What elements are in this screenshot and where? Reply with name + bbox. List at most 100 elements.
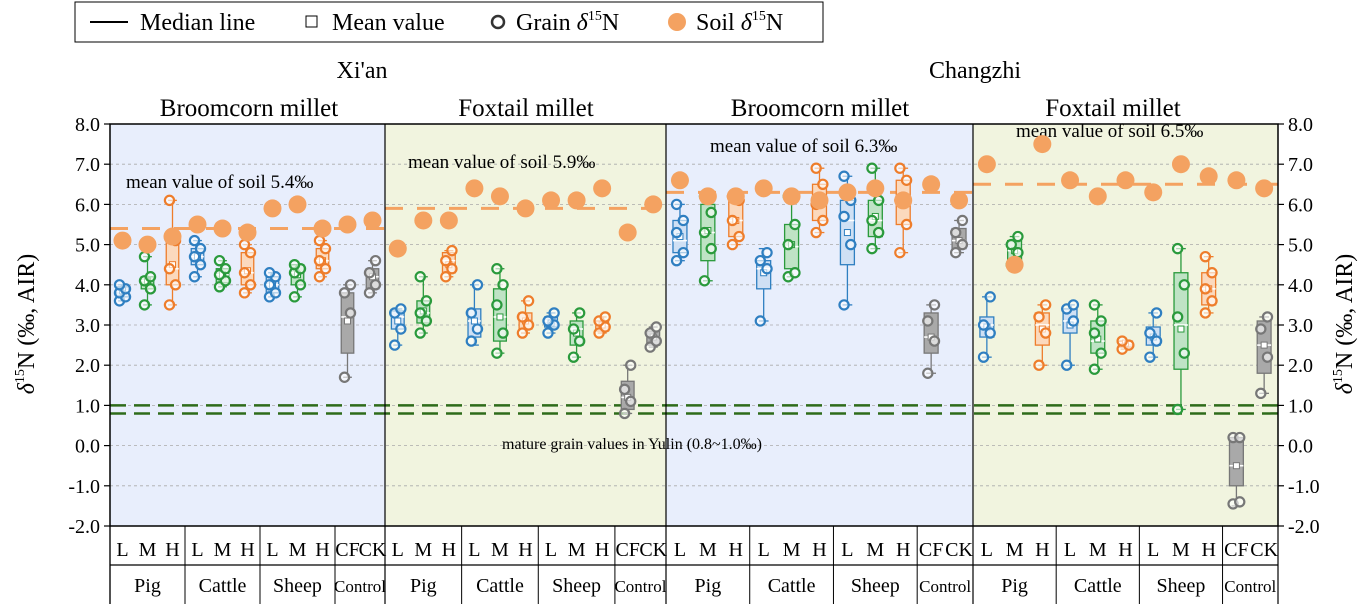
grain-point — [465, 307, 478, 319]
grain-point — [288, 259, 301, 271]
y-tick-label-left: 0.0 — [75, 436, 100, 458]
soil-point — [950, 191, 969, 210]
grain-point — [244, 246, 257, 259]
grain-point — [866, 242, 878, 255]
grain-point — [542, 327, 554, 339]
level-label: M — [414, 539, 432, 561]
group-label: Cattle — [476, 575, 524, 597]
grain-point — [491, 347, 503, 359]
grain-point — [389, 339, 401, 351]
grain-point — [344, 307, 357, 319]
soil-point — [1033, 135, 1052, 154]
legend-grain-label: Grain δ15N — [516, 9, 619, 36]
grain-point — [263, 279, 276, 291]
grain-point — [319, 242, 332, 255]
grain-point — [956, 214, 969, 227]
level-label: H — [729, 539, 743, 561]
soil-point — [1227, 171, 1246, 190]
level-label: L — [981, 539, 993, 561]
soil-point — [593, 179, 612, 198]
y-tick-label-right: 8.0 — [1288, 114, 1313, 136]
group-label: Cattle — [768, 575, 816, 597]
grain-point — [194, 242, 207, 255]
legend-median-label: Median line — [140, 10, 255, 36]
group-label: Cattle — [199, 575, 247, 597]
grain-point — [817, 178, 829, 190]
y-tick-label-left: 2.0 — [75, 355, 100, 377]
soil-point — [414, 211, 433, 230]
level-label: L — [191, 539, 203, 561]
grain-point — [1261, 351, 1274, 363]
grain-point — [900, 174, 913, 186]
level-label: H — [1118, 539, 1132, 561]
grain-point — [1261, 311, 1274, 323]
soil-point — [490, 187, 509, 206]
y-tick-label-left: 1.0 — [75, 395, 100, 417]
grain-point — [705, 206, 717, 219]
grain-point — [144, 271, 157, 283]
grain-point — [1199, 307, 1212, 319]
grain-point — [219, 263, 232, 275]
soil-point — [213, 219, 232, 238]
grain-point — [213, 254, 226, 267]
grain-point — [288, 291, 301, 303]
grain-point — [491, 299, 503, 311]
y-tick-label-left: 6.0 — [75, 194, 100, 216]
grain-point — [522, 319, 535, 331]
y-tick-label-right: 5.0 — [1288, 235, 1313, 257]
grain-point — [263, 267, 276, 279]
soil-point — [644, 195, 663, 214]
grain-point — [650, 321, 662, 333]
grain-point — [1012, 230, 1024, 243]
legend-grain-swatch — [490, 14, 506, 30]
soil-point — [238, 223, 257, 242]
y-tick-label-right: 4.0 — [1288, 275, 1313, 297]
y-tick-label-left: 3.0 — [75, 315, 100, 337]
legend-mean-label: Mean value — [332, 10, 445, 36]
grain-point — [625, 359, 637, 371]
group-label: Control — [1224, 577, 1276, 596]
level-label: M — [1089, 539, 1107, 561]
soil-point — [698, 187, 717, 206]
grain-point — [761, 246, 773, 259]
y-tick-label-left: -1.0 — [68, 476, 100, 498]
y-tick-label-right: 7.0 — [1288, 154, 1313, 176]
grain-point — [894, 162, 906, 174]
soil-point — [388, 239, 407, 258]
group-label: Pig — [1001, 575, 1028, 597]
soil-point — [866, 179, 885, 198]
grain-point — [363, 287, 376, 299]
grain-point — [516, 327, 529, 339]
grain-point — [188, 271, 201, 283]
soil-point — [542, 191, 561, 210]
grain-point — [319, 263, 332, 275]
grain-point — [984, 327, 996, 339]
tick-labels: 8.0 8.0 7.0 7.0 6.0 6.0 5.0 5.0 4.0 4.0 3.0 3.0 2.0 2… — [68, 114, 1319, 538]
group-label: Control — [614, 577, 666, 596]
soil-point — [1116, 171, 1135, 190]
grain-point — [516, 311, 529, 323]
level-label: M — [1006, 539, 1024, 561]
level-label: M — [139, 539, 157, 561]
grain-point — [866, 162, 878, 174]
panel-title-1: Broomcorn millet — [160, 95, 338, 122]
grain-point — [726, 238, 739, 251]
panel-title-3: Broomcorn millet — [731, 95, 909, 122]
grain-point — [754, 315, 767, 327]
level-label: CF — [919, 539, 943, 561]
grain-point — [1171, 242, 1184, 255]
grain-point — [573, 335, 586, 347]
grain-point — [471, 323, 484, 335]
grain-point — [650, 335, 662, 347]
soil-point — [363, 211, 382, 230]
yulin-label: mature grain values in Yulin (0.8~1.0‰) — [502, 436, 762, 453]
group-label: Control — [334, 577, 386, 596]
y-tick-label-right: 3.0 — [1288, 315, 1313, 337]
grain-point — [238, 267, 251, 279]
grain-point — [1033, 311, 1045, 323]
level-label: H — [165, 539, 179, 561]
grain-point — [395, 323, 407, 335]
grain-point — [922, 315, 934, 327]
box — [1228, 436, 1244, 487]
grain-point — [928, 299, 941, 311]
